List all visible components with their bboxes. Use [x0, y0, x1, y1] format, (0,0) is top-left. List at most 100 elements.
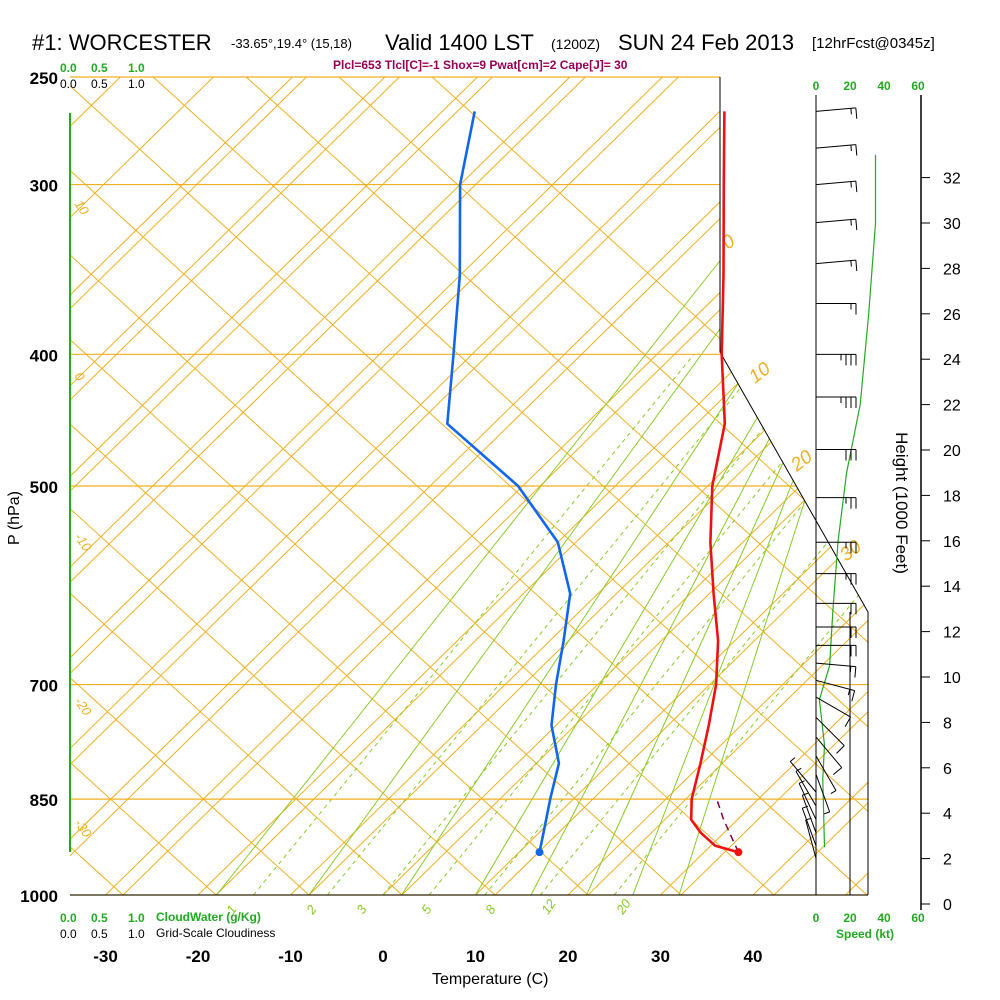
height-tick-label: 10: [943, 670, 961, 687]
side-label: -20: [72, 694, 96, 719]
wind-barb-flag: [844, 716, 852, 727]
wind-barb: [815, 716, 845, 754]
wind-barb-half: [802, 805, 809, 809]
station-title: #1: WORCESTER: [32, 30, 212, 55]
wind-barb-half: [795, 767, 802, 772]
side-label: -10: [72, 530, 96, 555]
wind-barb: [815, 774, 831, 815]
height-tick-label: 14: [943, 579, 961, 596]
valid-time: Valid 1400 LST: [385, 30, 534, 55]
cloudiness-label: Grid-Scale Cloudiness: [156, 926, 276, 940]
wind-barb-staff: [815, 696, 851, 718]
wind-barb-half: [849, 666, 852, 673]
height-tick-label: 20: [943, 443, 961, 460]
height-tick-label: 12: [943, 625, 961, 642]
cloudiness-scale-bottom: 0.0: [60, 927, 77, 941]
wind-barb-staff: [805, 819, 817, 859]
height-tick-label: 22: [943, 398, 961, 415]
height-tick-label: 16: [943, 534, 961, 551]
parcel-path: [715, 798, 740, 853]
wind-barb: [815, 662, 857, 678]
speed-tick-bottom: 60: [911, 911, 925, 925]
x-tick-label: 0: [378, 947, 387, 966]
guide-line-a: [70, 77, 307, 895]
x-tick-label: -10: [278, 947, 303, 966]
cloudiness-scale-top: 0.0: [60, 77, 77, 91]
side-label: -30: [72, 816, 96, 841]
station-coords: -33.65°,19.4° (15,18): [231, 36, 352, 51]
pressure-tick-label: 850: [30, 791, 58, 810]
speed-axis-label: Speed (kt): [836, 927, 895, 941]
wind-barb-staff: [789, 761, 817, 793]
pressure-tick-label: 500: [30, 478, 58, 497]
mixing-ratio-label: 8: [482, 902, 499, 917]
speed-tick-bottom: 40: [877, 911, 891, 925]
wind-barb: [801, 805, 817, 846]
isotherm-line: [660, 77, 868, 895]
wind-barb-half: [802, 792, 809, 796]
wind-barb: [815, 259, 858, 272]
dry-adiabat-line: [70, 77, 403, 895]
wind-barb-flag: [855, 144, 858, 156]
cloud-water-scale-bottom: 0.0: [60, 911, 77, 925]
guide-line-a: [494, 77, 868, 895]
wind-barb-flag: [855, 107, 858, 119]
side-label: 10: [72, 197, 93, 218]
wind-barb-flag: [832, 767, 843, 776]
forecast-tag: [12hrFcst@0345z]: [812, 35, 935, 52]
dry-adiabat-line: [0, 77, 30, 895]
height-tick-label: 32: [943, 171, 961, 188]
wind-barb: [816, 303, 857, 315]
wind-barb-half: [850, 260, 852, 267]
wind-barb: [815, 107, 858, 119]
valid-date: SUN 24 Feb 2013: [618, 30, 795, 55]
moist-adiabat-line: [586, 94, 868, 895]
guide-line-a: [587, 77, 868, 895]
mixing-ratio-label: 5: [418, 902, 435, 917]
wind-barb-staff: [815, 259, 856, 265]
moist-adiabat-line: [216, 94, 852, 895]
height-tick-label: 18: [943, 488, 961, 505]
mixing-ratio-label: 3: [353, 902, 370, 917]
wind-barb-staff: [815, 218, 856, 224]
wind-barb: [815, 144, 858, 156]
wind-barb-half: [830, 790, 837, 794]
cloud-water-scale-bottom: 0.5: [91, 911, 108, 925]
height-axis-title: Height (1000 Feet): [891, 432, 911, 574]
speed-tick-top: 0: [813, 79, 820, 93]
wind-barb-half: [847, 689, 851, 696]
x-axis-title: Temperature (C): [432, 971, 549, 988]
guide-line-a: [866, 77, 868, 895]
height-tick-label: 4: [943, 806, 952, 823]
wind-barb: [816, 644, 857, 657]
wind-barb-half: [789, 757, 796, 762]
guide-line-a: [773, 77, 868, 895]
cloudiness-scale-top: 0.5: [91, 77, 108, 91]
wind-barb-staff: [815, 774, 831, 813]
wind-barb-half: [805, 817, 812, 821]
y-axis-title: P (hPa): [5, 491, 23, 545]
wind-barb-flag: [855, 260, 858, 272]
x-tick-label: -20: [186, 947, 211, 966]
wind-barb: [815, 218, 858, 231]
dry-adiabat-line: [70, 77, 310, 895]
mixing-ratio-line: [428, 354, 868, 895]
isotherm-label: 20: [786, 446, 817, 476]
pressure-tick-label: 400: [30, 346, 58, 365]
wind-barb: [816, 626, 857, 639]
wind-barb: [798, 780, 817, 820]
wind-barb-staff: [815, 107, 856, 112]
thermo-boundary: [719, 77, 869, 895]
height-tick-label: 2: [943, 852, 952, 869]
pressure-tick-label: 1000: [20, 887, 58, 906]
wind-barb: [816, 497, 857, 509]
height-tick-label: 30: [943, 216, 961, 233]
moist-adiabat-line: [530, 94, 868, 895]
wind-barb-half: [850, 108, 852, 115]
wind-barb: [815, 180, 858, 193]
wind-barb-staff: [801, 808, 817, 846]
speed-tick-top: 40: [877, 79, 891, 93]
cloud-water-scale-top: 1.0: [128, 61, 145, 75]
wind-barb-staff: [815, 716, 845, 746]
wind-barb-staff: [815, 736, 843, 768]
